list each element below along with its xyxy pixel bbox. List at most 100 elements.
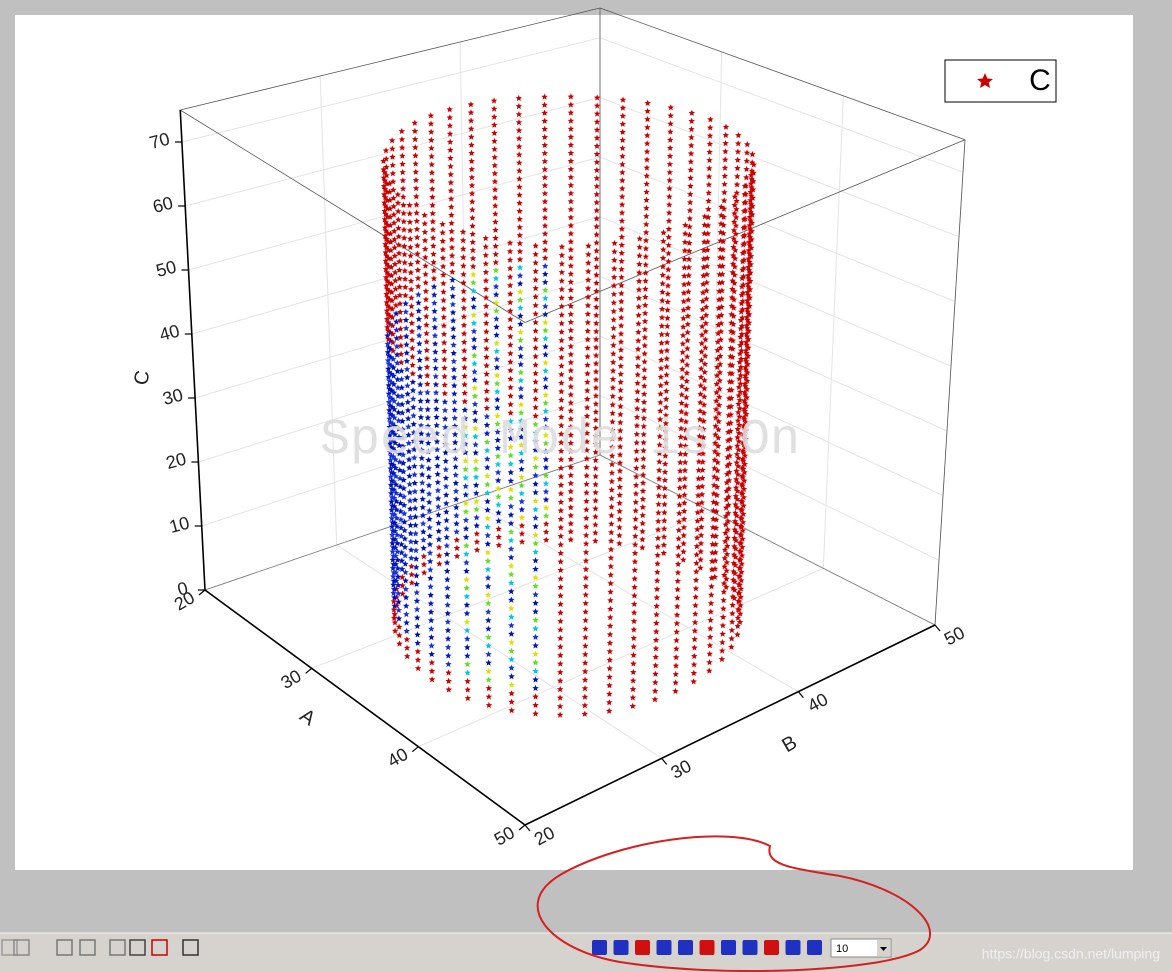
scatter-point [402,324,410,332]
scatter-point [541,190,549,197]
scatter-point [411,488,419,495]
scatter-point [516,248,524,255]
toolbar-button[interactable] [742,940,758,955]
scatter-point [413,580,420,587]
toolbar-button[interactable] [1,939,18,956]
toolbar-button[interactable] [613,940,629,955]
scatter-point [391,431,399,438]
scatter-point [742,355,749,362]
toolbar-button[interactable] [764,940,779,955]
scatter-point [412,144,419,151]
scatter-point [532,633,539,640]
scatter-point [493,307,500,314]
scatter-point [449,309,457,316]
scatter-point [692,585,700,592]
box-edge [934,139,966,626]
toolbar-button[interactable] [678,940,693,955]
scatter-point [517,288,524,295]
toolbar-button[interactable] [656,940,672,955]
scatter-point [411,471,418,478]
scatter-point [491,178,499,185]
scatter-point [414,275,422,282]
toolbar-button[interactable] [721,940,736,955]
scatter-point [712,532,720,539]
scatter-point [463,567,470,574]
annotation-circle [536,835,932,972]
scatter-point [724,526,731,533]
scatter-point [583,472,590,479]
zoom-input[interactable] [830,938,892,958]
scatter-point [410,437,418,444]
scatter-point [697,548,704,555]
scatter-point [446,130,454,137]
scatter-point [675,543,682,550]
scatter-point [667,112,674,119]
scatter-point [734,164,741,171]
toolbar-button[interactable] [635,940,650,955]
scatter-point [507,384,514,391]
scatter-point [532,404,539,411]
toolbar-button[interactable] [151,939,168,956]
grid-line [599,96,960,238]
scatter-point [463,618,471,625]
scatter-point [662,452,669,459]
scatter-point [393,489,400,496]
scatter-point [385,335,392,342]
scatter-point [395,623,403,630]
scatter-point [557,464,565,471]
toolbar-button[interactable] [109,939,126,956]
scatter-point [430,259,437,266]
toolbar-button[interactable] [592,940,607,955]
scatter-point [593,199,600,206]
scatter-point [725,412,732,419]
scatter-point [635,294,643,301]
scatter-point [388,395,396,402]
scatter-point [541,254,549,261]
scatter-point [492,234,499,241]
scatter-point [518,425,525,432]
scatter-point [699,314,706,321]
toolbar-button[interactable] [182,939,199,956]
scatter-point [493,347,500,354]
scatter-point [507,375,514,382]
scatter-point [448,252,456,259]
scatter-point [410,429,417,436]
toolbar-button[interactable] [699,940,715,955]
scatter-point [413,193,420,200]
scatter-point [732,561,739,568]
scatter-point [395,590,402,597]
scatter-point [388,490,395,497]
toolbar-button[interactable] [807,940,822,955]
scatter-point [388,515,396,522]
scatter-point [484,591,492,598]
scatter-point [630,609,638,616]
toolbar-button[interactable] [13,939,30,956]
scatter-point [507,324,514,331]
scatter-point [644,99,651,106]
scatter-point [734,173,741,180]
toolbar-button[interactable] [56,939,73,956]
scatter-point [719,613,727,620]
toolbar-button[interactable] [785,940,801,955]
scatter-point [406,480,413,488]
scatter-point [658,348,665,355]
scatter-point [720,580,728,587]
scatter-point [567,141,575,148]
scatter-point [567,471,574,479]
scatter-point [445,643,452,651]
toolbar-button[interactable] [79,939,96,956]
toolbar-button[interactable] [129,939,146,956]
scatter-point [699,458,706,465]
scatter-point [557,439,565,446]
scatter-point [433,446,441,453]
scatter-point [491,162,498,169]
scatter-point [413,589,420,596]
scatter-point [732,230,739,237]
scatter-point [593,223,600,230]
scatter-point [745,344,752,351]
scatter-point [679,340,687,347]
scatter-point [701,368,708,375]
scatter-point [452,447,459,454]
scatter-point [464,686,471,693]
scatter-point [700,255,707,262]
